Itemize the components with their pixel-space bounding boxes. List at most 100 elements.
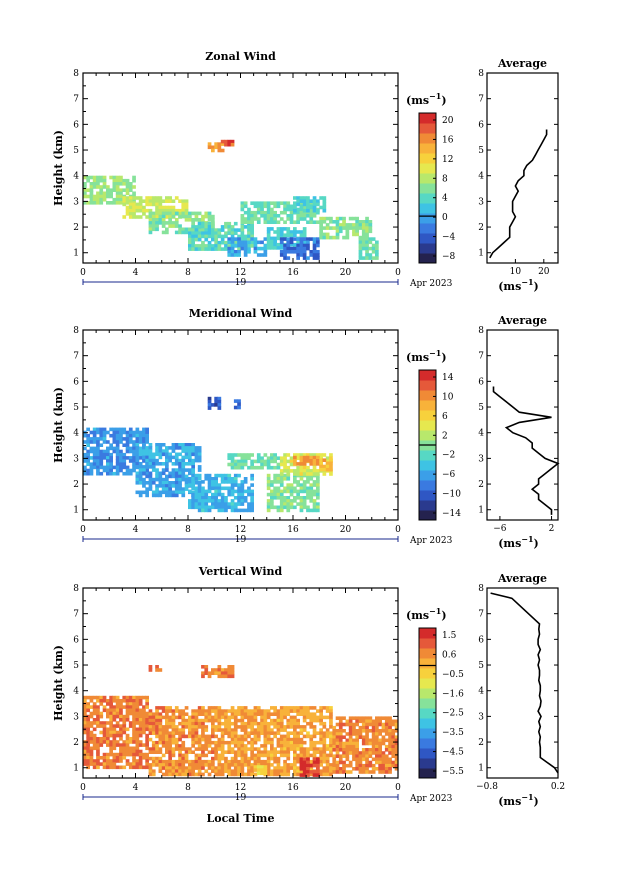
heatmap-cell (240, 725, 245, 729)
heatmap-cell (332, 738, 337, 743)
heatmap-cell (263, 737, 268, 742)
heatmap-cell (161, 224, 166, 228)
heatmap-cell (371, 763, 376, 768)
heatmap-cell (270, 740, 274, 745)
heatmap-cell (306, 246, 310, 251)
heatmap-cell (279, 480, 284, 484)
heatmap-cell (99, 699, 104, 703)
heatmap-cell (207, 145, 212, 150)
heatmap-cell (194, 756, 199, 761)
heatmap-cell (155, 474, 159, 479)
heatmap-cell (204, 489, 209, 494)
heatmap-cell (329, 464, 333, 469)
heatmap-cell (168, 452, 172, 457)
heatmap-cell (316, 757, 320, 762)
heatmap-cell (115, 175, 120, 180)
heatmap-cell (306, 196, 310, 200)
heatmap-cell (109, 433, 113, 438)
heatmap-cell (99, 743, 104, 747)
heatmap-cell (135, 708, 140, 713)
heatmap-cell (358, 725, 363, 730)
heatmap-cell (240, 734, 245, 739)
heatmap-cell (227, 668, 232, 672)
date-label: Apr 2023 (409, 536, 453, 546)
heatmap-cell (102, 699, 107, 703)
heatmap-cell (194, 725, 199, 729)
heatmap-cell (109, 743, 113, 747)
heatmap-cell (109, 724, 113, 728)
heatmap-cell (230, 492, 235, 497)
heatmap-cell (125, 708, 130, 713)
heatmap-cell (329, 226, 333, 230)
heatmap-cell (135, 437, 140, 441)
heatmap-cell (312, 505, 317, 510)
heatmap-cell (306, 721, 310, 726)
heatmap-cell (260, 465, 264, 470)
heatmap-cell (96, 695, 100, 700)
heatmap-cell (378, 748, 382, 752)
heatmap-cell (151, 747, 156, 751)
heatmap-cell (214, 145, 218, 150)
day-label: 19 (235, 793, 247, 803)
heatmap-cell (122, 427, 127, 432)
heatmap-cell (112, 705, 117, 709)
average-y-tick-label: 2 (478, 738, 484, 748)
heatmap-cell (155, 484, 159, 488)
heatmap-cell (266, 217, 271, 221)
heatmap-cell (191, 443, 195, 447)
heatmap-cell (388, 770, 392, 774)
heatmap-cell (135, 452, 140, 457)
heatmap-cell (201, 665, 205, 669)
heatmap-cell (151, 214, 156, 219)
heatmap-cell (289, 709, 294, 713)
heatmap-cell (233, 753, 238, 758)
heatmap-cell (138, 449, 143, 453)
heatmap-cell (171, 481, 176, 485)
heatmap-cell (338, 741, 343, 746)
heatmap-patch (332, 716, 399, 774)
heatmap-cell (240, 715, 245, 720)
heatmap-cell (214, 396, 218, 401)
heatmap-cell (263, 765, 268, 769)
heatmap-cell (188, 234, 192, 239)
heatmap-cell (270, 731, 274, 735)
heatmap-cell (119, 430, 123, 435)
heatmap-cell (178, 734, 182, 739)
unit-close: ) (441, 94, 446, 107)
heatmap-cell (309, 250, 314, 254)
heatmap-cell (191, 225, 195, 229)
heatmap-cell (220, 234, 225, 239)
heatmap-cell (342, 741, 346, 746)
heatmap-cell (109, 468, 113, 473)
heatmap-cell (207, 221, 212, 226)
heatmap-cell (99, 175, 104, 180)
heatmap-cell (289, 721, 294, 726)
heatmap-cell (233, 721, 238, 726)
heatmap-cell (138, 708, 143, 713)
heatmap-cell (296, 456, 300, 460)
heatmap-cell (128, 199, 133, 203)
y-axis-label: Height (km) (52, 387, 65, 463)
heatmap-cell (279, 505, 284, 510)
heatmap-cell (122, 202, 127, 207)
heatmap-cell (289, 766, 294, 770)
heatmap-cell (371, 246, 376, 251)
heatmap-cell (358, 729, 363, 733)
heatmap-cell (201, 218, 205, 222)
heatmap-cell (293, 731, 297, 735)
heatmap-cell (296, 202, 300, 207)
average-y-tick-label: 7 (478, 610, 484, 620)
heatmap-cell (237, 486, 241, 491)
heatmap-cell (309, 486, 314, 491)
heatmap-cell (368, 716, 373, 720)
heatmap-cell (279, 456, 284, 460)
heatmap-cell (197, 744, 202, 748)
heatmap-cell (256, 204, 261, 209)
heatmap-cell (115, 743, 120, 747)
heatmap-cell (319, 740, 323, 745)
heatmap-cell (302, 773, 307, 777)
heatmap-cell (125, 182, 130, 186)
y-tick-label: 1 (73, 764, 79, 774)
heatmap-cell (365, 732, 369, 736)
heatmap-cell (135, 737, 140, 741)
